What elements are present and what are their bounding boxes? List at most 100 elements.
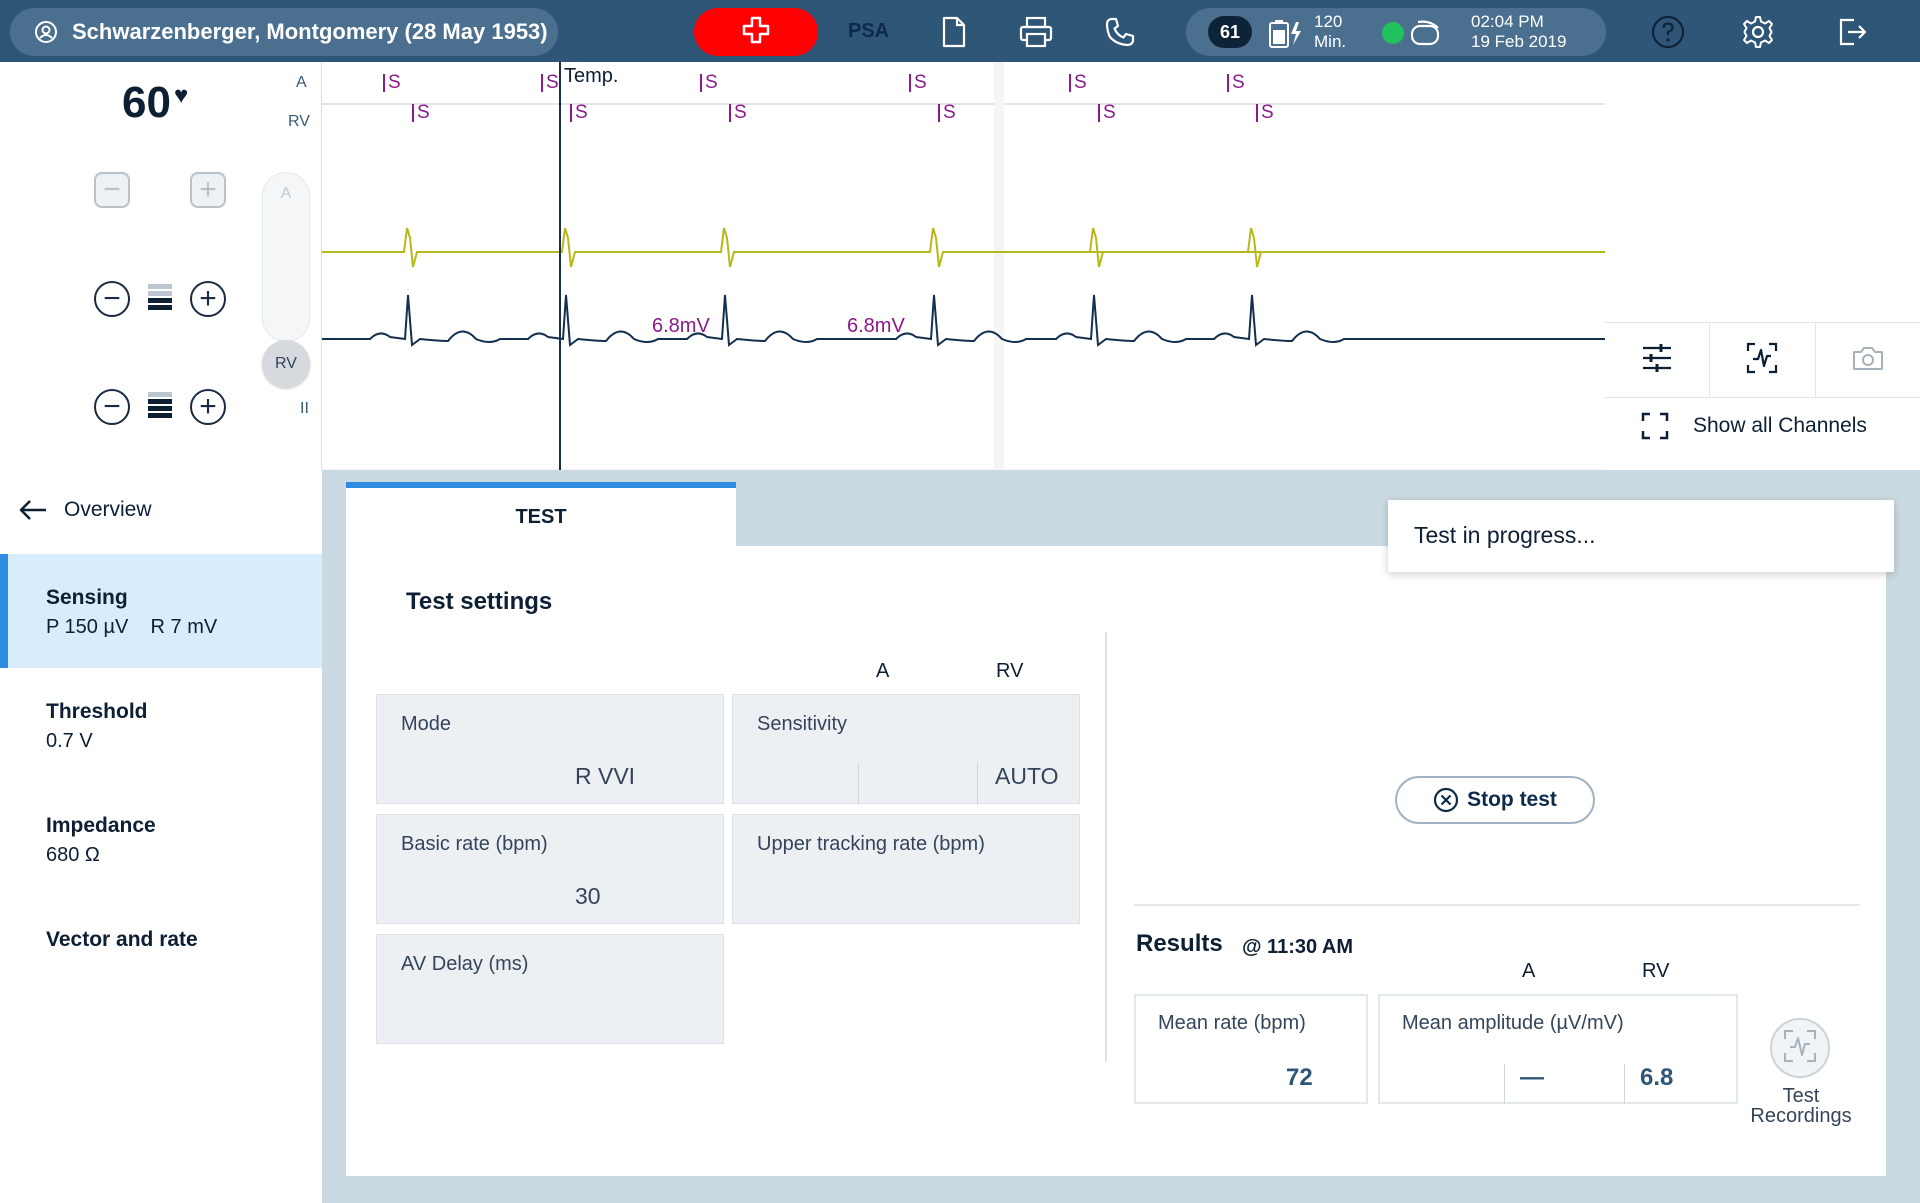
sense-marker-rv-2: S — [734, 102, 747, 123]
channel-label-rv: RV — [288, 113, 310, 130]
mean-amplitude-a-value: — — [1520, 1064, 1544, 1091]
sweep-gap — [994, 62, 1004, 470]
test-panel: Test settings A RV Mode R VVI Sensitivit… — [346, 546, 1886, 1176]
printer-icon[interactable] — [1018, 14, 1054, 50]
stop-test-label: Stop test — [1467, 788, 1557, 811]
mode-field[interactable]: Mode R VVI — [376, 694, 724, 804]
waveform-recording-icon — [1782, 1028, 1818, 1069]
heart-rate-value: 60 — [122, 78, 171, 127]
ecg-gain-level-icon — [148, 392, 172, 420]
test-settings-title: Test settings — [406, 588, 553, 615]
connection-status-dot — [1382, 22, 1404, 44]
camera-icon — [1852, 345, 1884, 376]
upper-tracking-rate-field[interactable]: Upper tracking rate (bpm) — [732, 814, 1080, 924]
show-all-channels-button[interactable]: Show all Channels — [1641, 412, 1867, 440]
sense-marker-a-4: S — [1074, 72, 1087, 93]
stop-test-button[interactable]: Stop test — [1395, 776, 1595, 824]
patient-pill[interactable]: Schwarzenberger, Montgomery (28 May 1953… — [10, 8, 558, 56]
sense-marker-a-5: S — [1232, 72, 1245, 93]
sense-marker-rv-3: S — [943, 102, 956, 123]
settings-col-a: A — [876, 660, 890, 682]
battery-readout: 120 Min. — [1314, 12, 1347, 51]
status-pill[interactable]: 61 120 Min. 02:04 PM 19 Feb 2019 — [1186, 8, 1606, 56]
nav-item-sensing[interactable]: Sensing P 150 µV R 7 mV — [0, 554, 322, 668]
expand-icon — [1641, 412, 1669, 440]
ecg-gain-increase-button[interactable]: + — [190, 389, 226, 425]
overview-label: Overview — [64, 498, 152, 521]
a-gain-decrease-button[interactable]: − — [94, 172, 130, 208]
trace-settings-button[interactable] — [1605, 323, 1711, 397]
arrow-left-icon — [18, 498, 48, 522]
mean-rate-value: 72 — [1286, 1064, 1313, 1091]
nav-item-title: Vector and rate — [46, 928, 198, 951]
sense-marker-rv-1: S — [575, 102, 588, 123]
phone-icon[interactable] — [1102, 14, 1138, 50]
channel-selector-knob[interactable]: RV — [262, 340, 310, 388]
ecg-gain-decrease-button[interactable]: − — [94, 389, 130, 425]
sense-marker-a-2: S — [705, 72, 718, 93]
trace-tools-panel: Show all Channels — [1605, 62, 1920, 470]
basic-rate-field[interactable]: Basic rate (bpm) 30 — [376, 814, 724, 924]
nav-item-threshold[interactable]: Threshold 0.7 V — [0, 668, 322, 782]
sense-marker-a-1: S — [546, 72, 559, 93]
mean-amplitude-box: Mean amplitude (µV/mV) — 6.8 — [1378, 994, 1738, 1104]
battery-icon — [1268, 18, 1304, 53]
channel-label-a: A — [296, 74, 307, 91]
nav-item-impedance[interactable]: Impedance 680 Ω — [0, 782, 322, 896]
nav-item-title: Impedance — [46, 814, 156, 837]
nav-item-vector-and-rate[interactable]: Vector and rate — [0, 896, 322, 1010]
help-icon[interactable] — [1650, 14, 1686, 50]
nav-item-title: Sensing — [46, 586, 128, 609]
rv-amplitude-label-2: 6.8mV — [847, 315, 905, 337]
basic-rate-value: 30 — [575, 883, 601, 909]
rv-amplitude-label-1: 6.8mV — [652, 315, 710, 337]
overview-back-link[interactable]: Overview — [18, 498, 152, 522]
av-delay-field[interactable]: AV Delay (ms) — [376, 934, 724, 1044]
show-all-channels-label: Show all Channels — [1693, 414, 1867, 437]
test-recordings-button[interactable] — [1770, 1018, 1830, 1078]
close-circle-icon — [1433, 787, 1459, 813]
channel-selector-track[interactable]: A — [262, 172, 310, 342]
results-time: @ 11:30 AM — [1242, 936, 1354, 958]
trace-tool-row — [1605, 322, 1920, 398]
lower-section: Overview Sensing P 150 µV R 7 mV Thresho… — [0, 470, 1920, 1203]
channel-selector-a[interactable]: A — [280, 185, 292, 202]
rv-gain-increase-button[interactable]: + — [190, 281, 226, 317]
logout-icon[interactable] — [1834, 14, 1870, 50]
document-icon[interactable] — [936, 14, 972, 50]
heart-icon: ♥ — [174, 82, 189, 109]
nav-item-value: 0.7 V — [46, 730, 93, 752]
counter-badge: 61 — [1208, 16, 1252, 48]
telemetry-link-icon — [1410, 20, 1444, 51]
user-icon — [34, 20, 58, 44]
sense-marker-a-0: S — [388, 72, 401, 93]
mean-rate-box: Mean rate (bpm) 72 — [1134, 994, 1368, 1104]
waveform-capture-icon — [1746, 342, 1778, 379]
sensitivity-rv-value: AUTO — [995, 763, 1059, 789]
sense-marker-rv-5: S — [1261, 102, 1274, 123]
sensitivity-field[interactable]: Sensitivity AUTO — [732, 694, 1080, 805]
a-gain-increase-button[interactable]: + — [190, 172, 226, 208]
ecg-trace — [322, 294, 1605, 347]
results-col-rv: RV — [1642, 960, 1670, 982]
sense-marker-rv-0: S — [417, 102, 430, 123]
gear-icon[interactable] — [1740, 14, 1776, 50]
sense-marker-a-3: S — [914, 72, 927, 93]
capture-waveform-button[interactable] — [1710, 323, 1816, 397]
emergency-button[interactable] — [694, 8, 818, 56]
nav-item-title: Threshold — [46, 700, 148, 723]
medical-cross-icon — [741, 15, 771, 50]
nav-item-value: 680 Ω — [46, 844, 100, 866]
tab-test[interactable]: TEST — [346, 482, 736, 546]
mode-label[interactable]: PSA — [848, 20, 890, 42]
results-title: Results — [1136, 930, 1223, 957]
panel-divider — [1105, 632, 1107, 1062]
rv-gain-decrease-button[interactable]: − — [94, 281, 130, 317]
test-recordings-label[interactable]: Test Recordings — [1750, 1085, 1852, 1127]
sense-marker-rv-4: S — [1103, 102, 1116, 123]
mode-value: R VVI — [575, 763, 636, 789]
snapshot-button[interactable] — [1816, 323, 1920, 397]
nav-item-value: P 150 µV R 7 mV — [46, 616, 218, 638]
